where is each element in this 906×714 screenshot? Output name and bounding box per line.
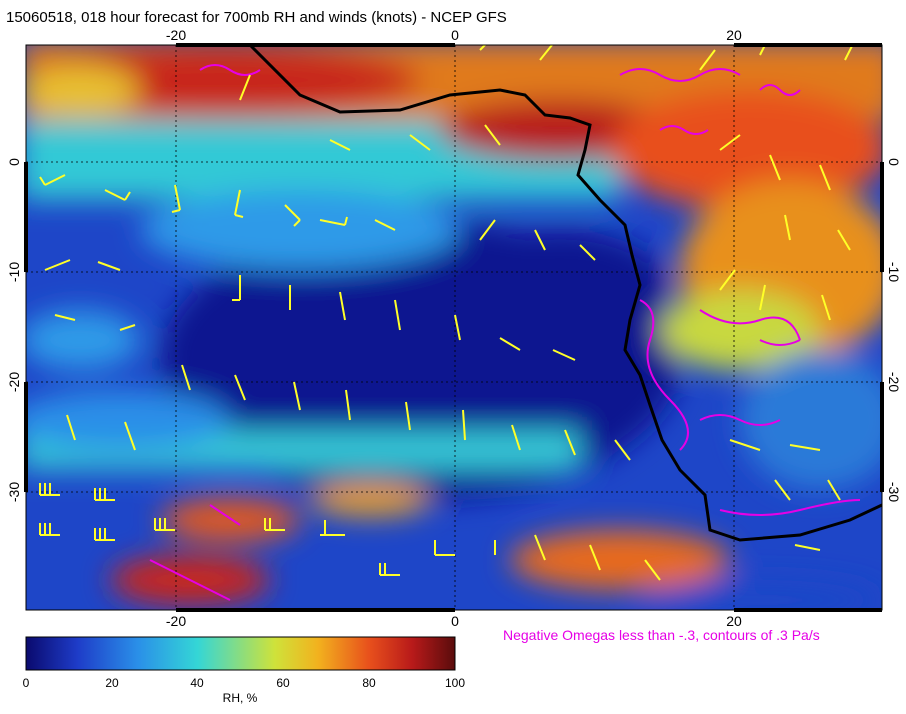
- lat-tick-left-0: 0: [6, 158, 22, 166]
- omega-contours: [149, 64, 861, 601]
- lat-tick-right-minus20: -20: [886, 372, 902, 392]
- colorbar-tick-40: 40: [190, 676, 204, 690]
- grid-lines: [26, 45, 882, 610]
- border-segments: [24, 43, 884, 612]
- lat-tick-left-minus20: -20: [6, 372, 22, 392]
- coastline: [248, 45, 882, 542]
- omega-note: Negative Omegas less than -.3, contours …: [503, 627, 820, 643]
- colorbar-title: RH, %: [222, 691, 258, 705]
- lat-tick-left-minus30: -30: [6, 482, 22, 502]
- lon-tick-top-20: 20: [726, 27, 742, 43]
- colorbar-tick-80: 80: [362, 676, 376, 690]
- lat-tick-right-0: 0: [886, 158, 902, 166]
- lat-tick-right-minus10: -10: [886, 262, 902, 282]
- colorbar: [25, 636, 456, 671]
- lon-tick-bottom-minus20: -20: [166, 613, 186, 629]
- lat-tick-right-minus30: -30: [886, 482, 902, 502]
- colorbar-tick-20: 20: [105, 676, 119, 690]
- colorbar-tick-60: 60: [276, 676, 290, 690]
- colorbar-tick-100: 100: [444, 676, 466, 690]
- lon-tick-top-minus20: -20: [166, 27, 186, 43]
- lon-tick-top-0: 0: [451, 27, 459, 43]
- lat-tick-left-minus10: -10: [6, 262, 22, 282]
- colorbar-tick-0: 0: [22, 676, 30, 690]
- lon-tick-bottom-20: 20: [726, 613, 742, 629]
- wind-barbs: [39, 45, 854, 581]
- lon-tick-bottom-0: 0: [451, 613, 459, 629]
- rh-field: [26, 45, 882, 610]
- map-title: 15060518, 018 hour forecast for 700mb RH…: [6, 9, 507, 26]
